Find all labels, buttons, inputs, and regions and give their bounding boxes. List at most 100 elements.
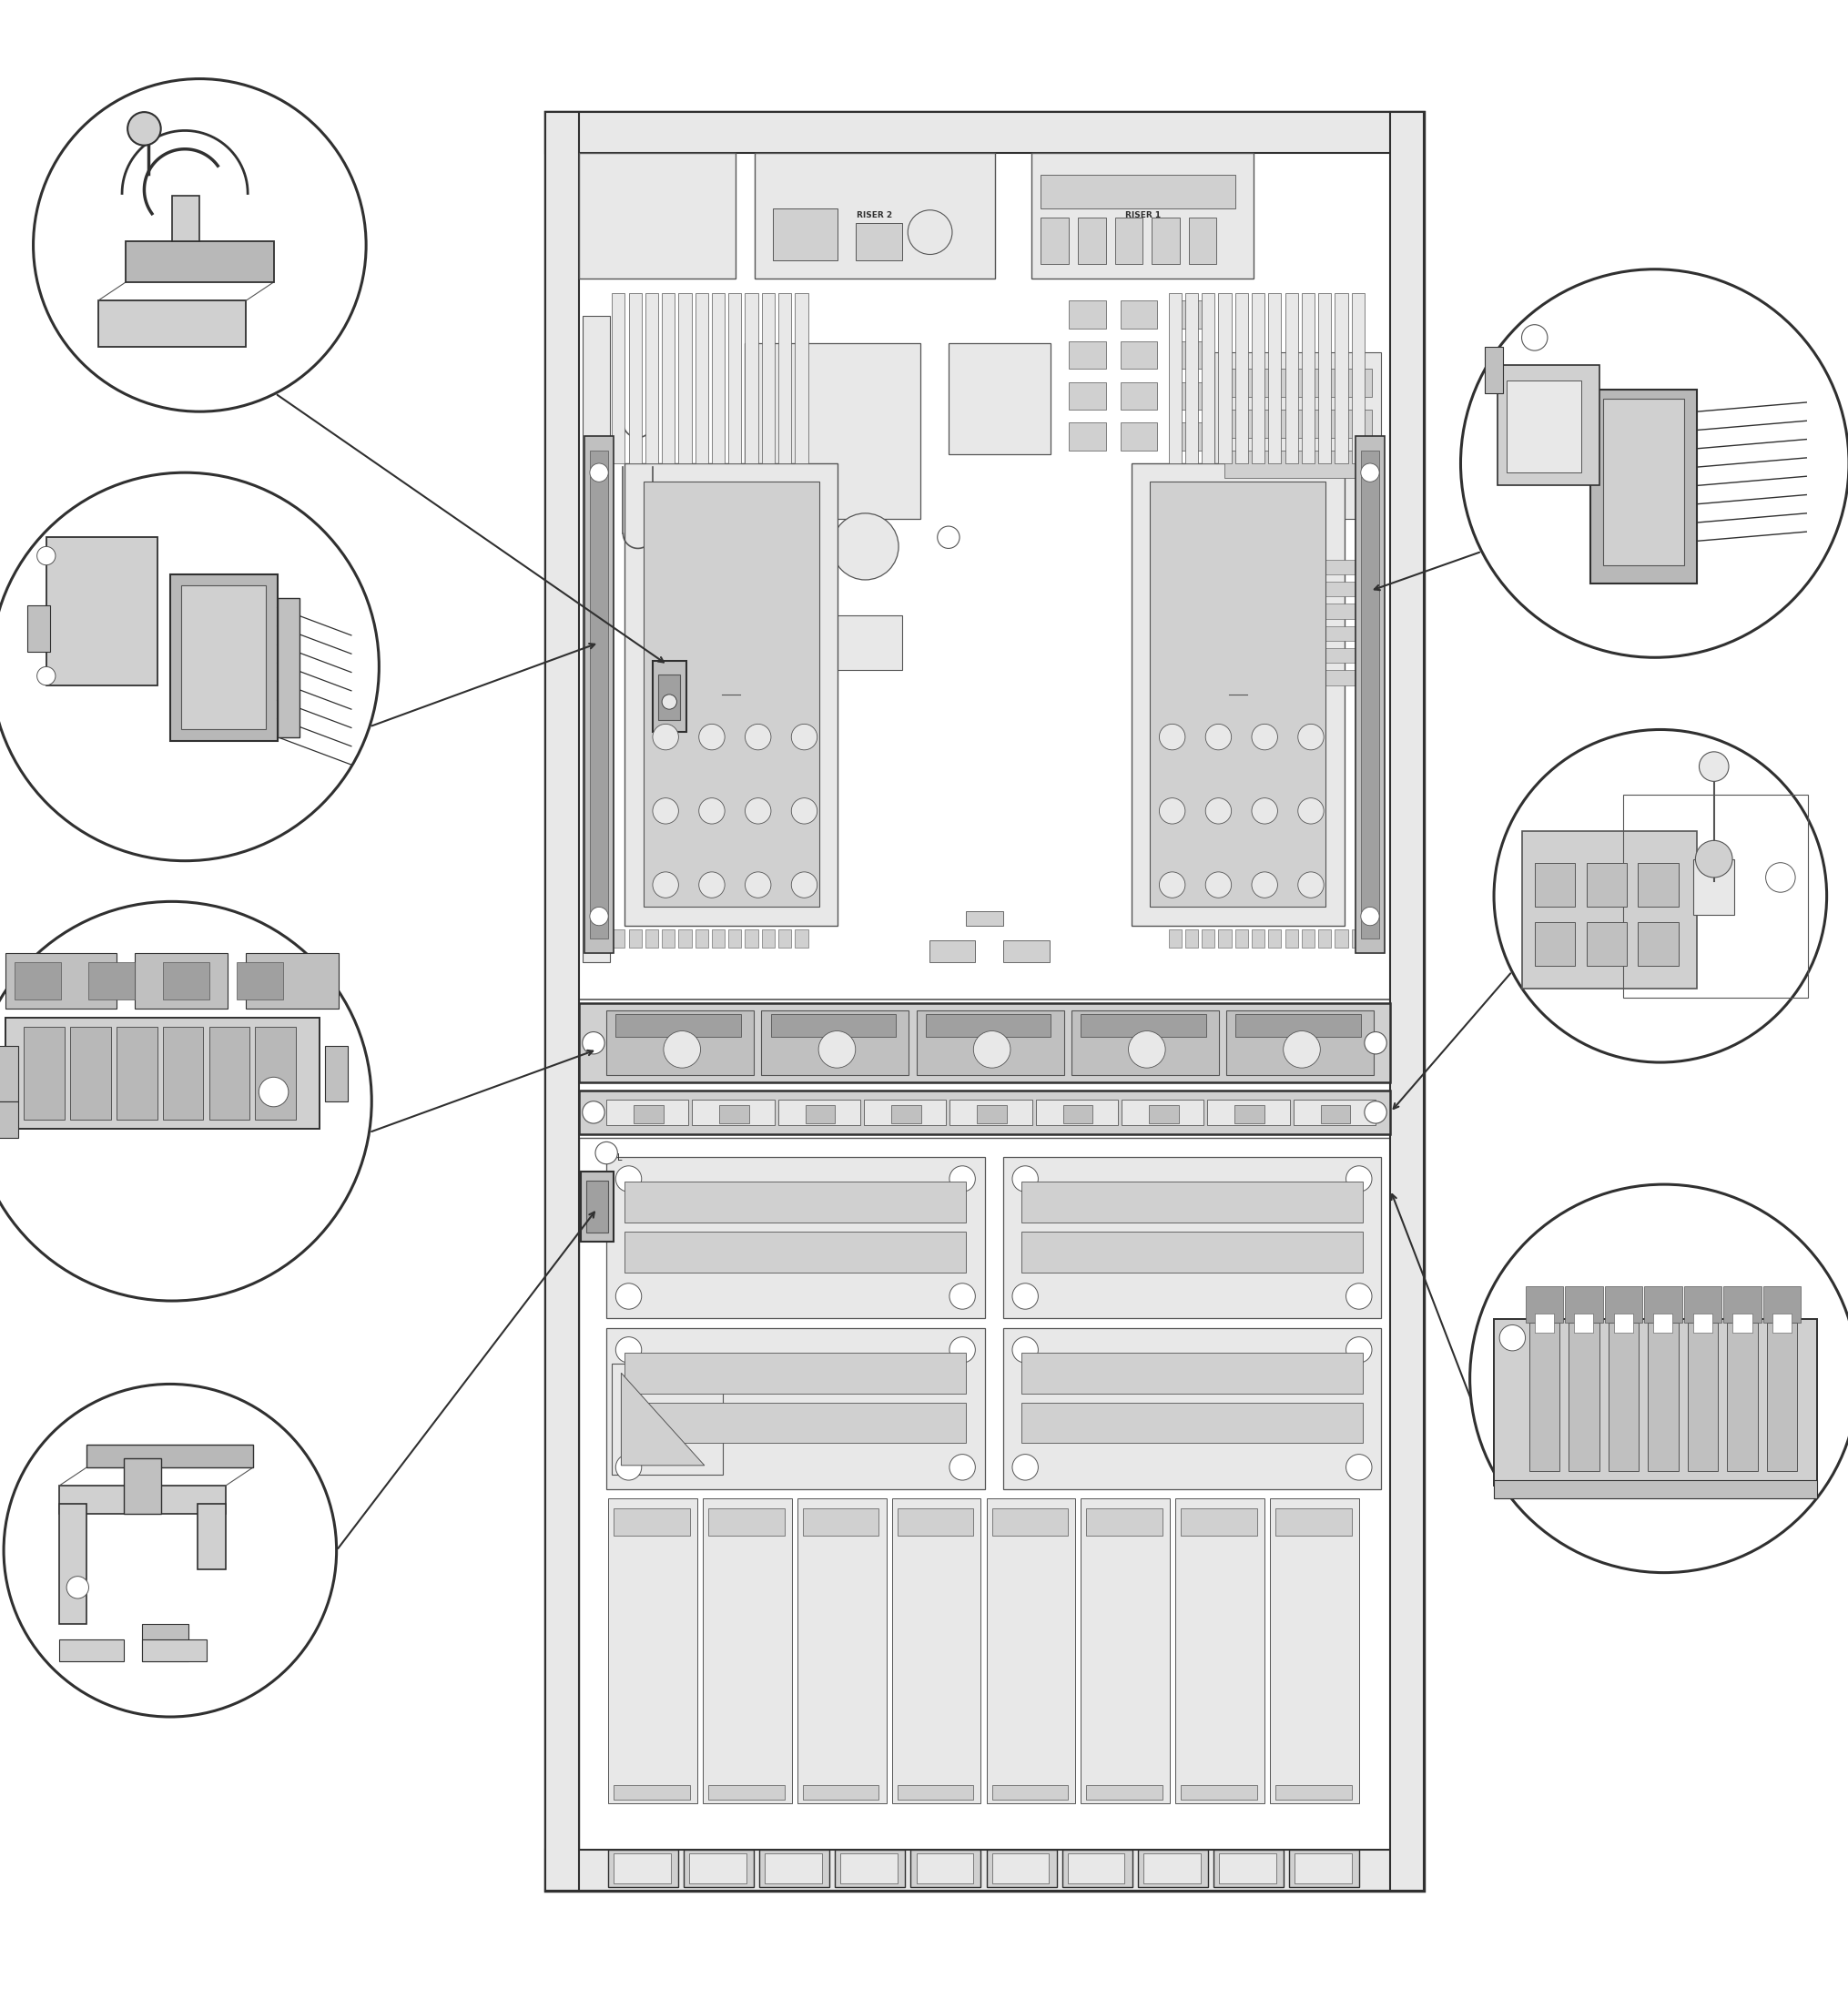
Bar [1528,1323,1558,1471]
Bar [1604,1285,1641,1323]
Bar [708,1507,784,1535]
Bar [828,616,902,670]
Bar [237,964,283,1000]
Bar [1070,1011,1218,1075]
Bar [1355,436,1384,954]
Bar [578,152,736,278]
Bar [1637,864,1678,908]
Circle shape [582,1031,604,1053]
Bar [1172,382,1209,410]
Circle shape [33,78,366,412]
Bar [1251,294,1264,464]
Bar [606,1327,983,1489]
Bar [1181,1785,1257,1799]
Bar [46,538,157,686]
Bar [1020,1231,1362,1271]
Bar [1131,464,1343,926]
Bar [28,606,50,652]
Bar [1351,930,1364,948]
Bar [1214,648,1371,664]
Bar [606,1157,983,1319]
Circle shape [1205,724,1231,750]
Bar [1020,1181,1362,1221]
Bar [778,930,791,948]
Bar [1521,832,1696,988]
Bar [59,1639,124,1661]
Bar [1608,1323,1637,1471]
Bar [545,1849,1423,1891]
Bar [580,1171,614,1241]
Bar [1151,218,1179,264]
Bar [24,1027,65,1119]
Bar [643,482,819,908]
Bar [163,1027,203,1119]
Bar [1234,294,1247,464]
Bar [545,112,1423,152]
Bar [6,954,116,1009]
Bar [691,1099,774,1125]
Bar [614,1853,671,1883]
Bar [1294,1853,1351,1883]
Circle shape [1469,1183,1848,1573]
Bar [711,930,724,948]
Bar [1214,626,1371,642]
Circle shape [832,514,898,580]
Bar [1035,1099,1118,1125]
Circle shape [950,1337,976,1363]
Bar [1168,930,1181,948]
Bar [1185,294,1198,464]
Bar [172,196,200,242]
Bar [728,294,741,464]
Circle shape [1013,1455,1039,1479]
Bar [926,1013,1050,1035]
Bar [545,112,578,1891]
Circle shape [1364,1031,1386,1053]
Bar [1114,218,1142,264]
Bar [1687,1323,1717,1471]
Bar [662,294,675,464]
Circle shape [699,798,724,824]
Bar [1573,1313,1593,1331]
Circle shape [590,908,608,926]
Circle shape [67,1577,89,1599]
Circle shape [595,1141,617,1163]
Bar [1602,398,1684,566]
Bar [1268,294,1281,464]
Bar [1201,294,1214,464]
Circle shape [1159,872,1185,898]
Bar [678,930,691,948]
Bar [1063,1105,1092,1123]
Bar [246,954,338,1009]
Bar [325,1045,347,1101]
Bar [625,1181,967,1221]
Bar [991,1507,1068,1535]
Bar [1284,930,1297,948]
Circle shape [1127,1031,1164,1067]
Circle shape [652,724,678,750]
Bar [1534,922,1574,966]
Bar [1767,1323,1796,1471]
Bar [1214,560,1371,574]
Bar [612,930,625,948]
Bar [1172,300,1209,328]
Bar [987,1849,1055,1887]
Circle shape [615,1337,641,1363]
Bar [628,294,641,464]
Circle shape [1695,840,1732,878]
Bar [1120,342,1157,370]
Bar [89,964,135,1000]
Circle shape [907,210,952,254]
Bar [760,1849,830,1887]
Bar [1726,1323,1757,1471]
Bar [1120,300,1157,328]
Bar [891,1105,920,1123]
Circle shape [1360,464,1379,482]
Bar [170,574,277,742]
Bar [1318,294,1331,464]
Bar [0,1045,18,1101]
Bar [1120,382,1157,410]
Bar [950,1099,1031,1125]
Bar [612,1363,723,1475]
Bar [590,450,608,938]
Bar [6,1017,320,1129]
